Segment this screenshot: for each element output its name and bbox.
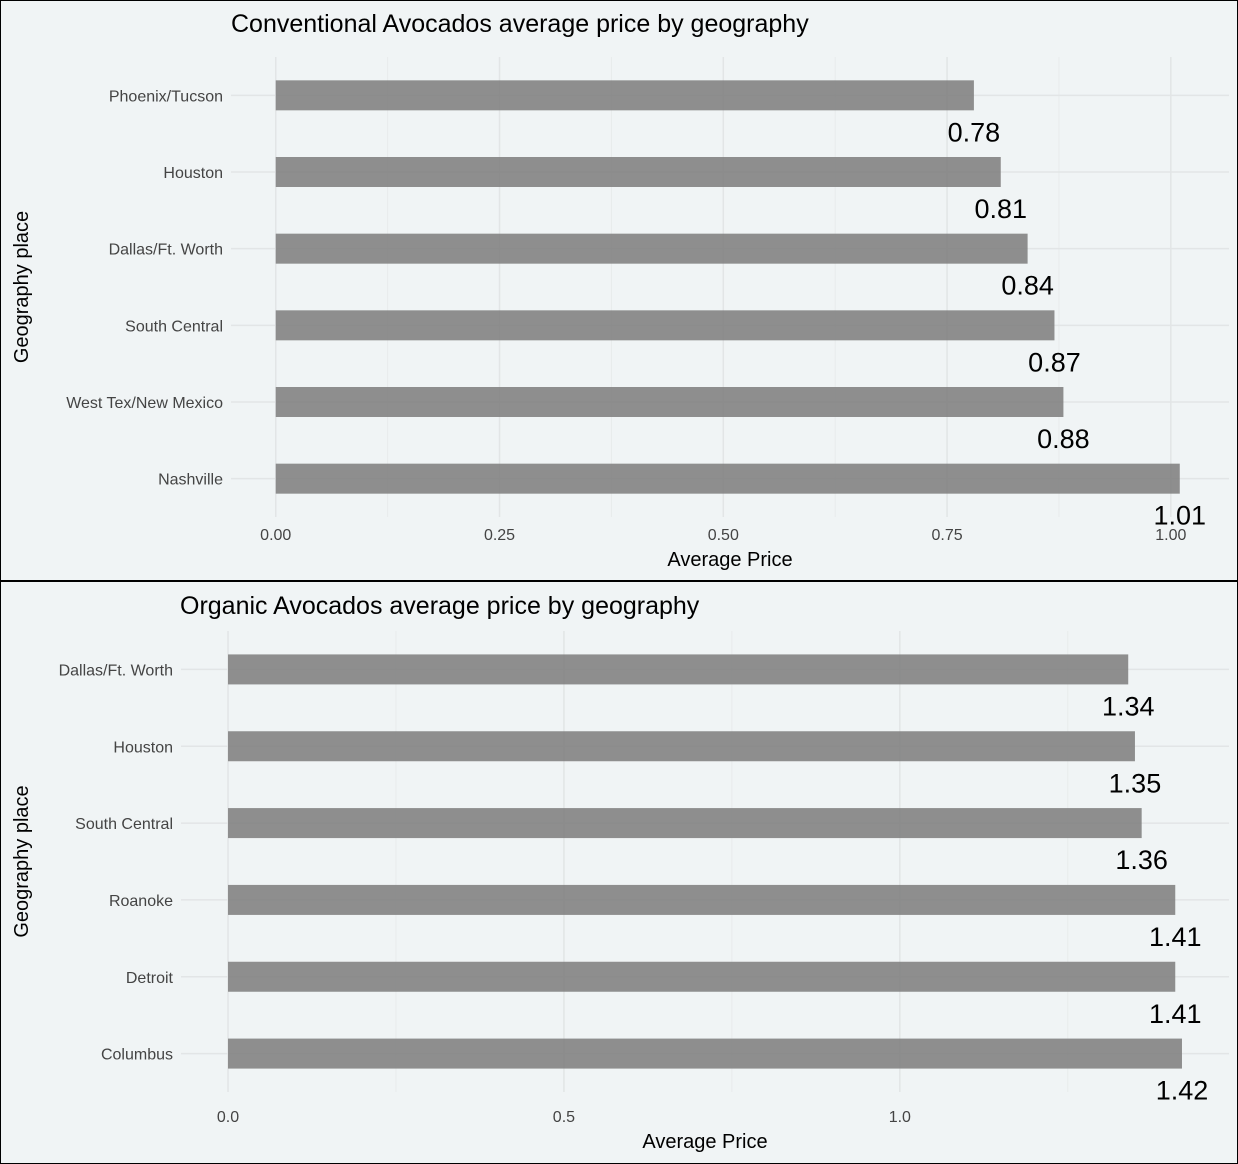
category-label: South Central	[75, 816, 173, 833]
bar-5	[228, 961, 1176, 992]
chart-title: Organic Avocados average price by geogra…	[180, 592, 700, 620]
data-label: 0.84	[1001, 271, 1054, 301]
category-label: Columbus	[101, 1047, 173, 1064]
data-label: 1.41	[1149, 999, 1202, 1029]
bar-1	[275, 80, 974, 111]
category-label: Detroit	[126, 970, 174, 987]
x-axis-title: Average Price	[642, 1131, 767, 1153]
bar-1	[228, 654, 1129, 685]
bar-6	[275, 463, 1180, 494]
conventional-chart-panel: Phoenix/Tucson 0.78 Houston 0.81 Dallas/Ft. …	[0, 0, 1238, 581]
category-label: Dallas/Ft. Worth	[59, 662, 173, 679]
x-tick-label: 0.00	[260, 527, 291, 544]
data-label: 1.41	[1149, 922, 1202, 952]
bar-4	[275, 310, 1055, 341]
x-tick-label: 0.25	[484, 527, 515, 544]
conventional-chart: Phoenix/Tucson 0.78 Houston 0.81 Dallas/Ft. …	[11, 10, 1229, 571]
data-label: 0.87	[1028, 347, 1081, 377]
data-label: 1.36	[1115, 845, 1168, 875]
category-label: Nashville	[158, 472, 223, 489]
data-label: 0.78	[948, 117, 1001, 147]
data-label: 1.35	[1109, 768, 1162, 798]
organic-chart-panel: Dallas/Ft. Worth 1.34 Houston 1.35 South Cen…	[0, 581, 1238, 1164]
bar-3	[228, 808, 1142, 839]
chart-title: Conventional Avocados average price by g…	[231, 10, 809, 38]
x-tick-label: 0.50	[708, 527, 739, 544]
category-label: South Central	[125, 318, 223, 335]
bar-3	[275, 233, 1028, 264]
data-label: 0.81	[974, 194, 1027, 224]
data-label: 0.88	[1037, 424, 1090, 454]
bar-2	[228, 731, 1135, 762]
bar-4	[228, 884, 1176, 915]
category-label: Houston	[113, 739, 173, 756]
bar-5	[275, 387, 1064, 417]
organic-chart: Dallas/Ft. Worth 1.34 Houston 1.35 South Cen…	[11, 592, 1229, 1153]
y-axis-title: Geography place	[11, 211, 33, 363]
category-label: Houston	[163, 165, 223, 182]
x-tick-label: 0.0	[217, 1109, 239, 1126]
data-label: 1.01	[1153, 501, 1206, 531]
bar-6	[228, 1038, 1182, 1069]
data-label: 1.34	[1102, 691, 1155, 721]
x-tick-label: 1.00	[1155, 527, 1186, 544]
x-tick-label: 0.75	[931, 527, 962, 544]
category-label: Dallas/Ft. Worth	[109, 242, 223, 259]
y-axis-title: Geography place	[11, 785, 33, 937]
x-axis-title: Average Price	[667, 549, 792, 571]
data-label: 1.42	[1156, 1076, 1209, 1106]
category-label: Roanoke	[109, 893, 173, 910]
x-tick-label: 1.0	[889, 1109, 911, 1126]
category-label: Phoenix/Tucson	[109, 88, 223, 105]
category-label: West Tex/New Mexico	[66, 395, 223, 412]
bar-2	[275, 157, 1001, 187]
x-tick-label: 0.5	[553, 1109, 575, 1126]
